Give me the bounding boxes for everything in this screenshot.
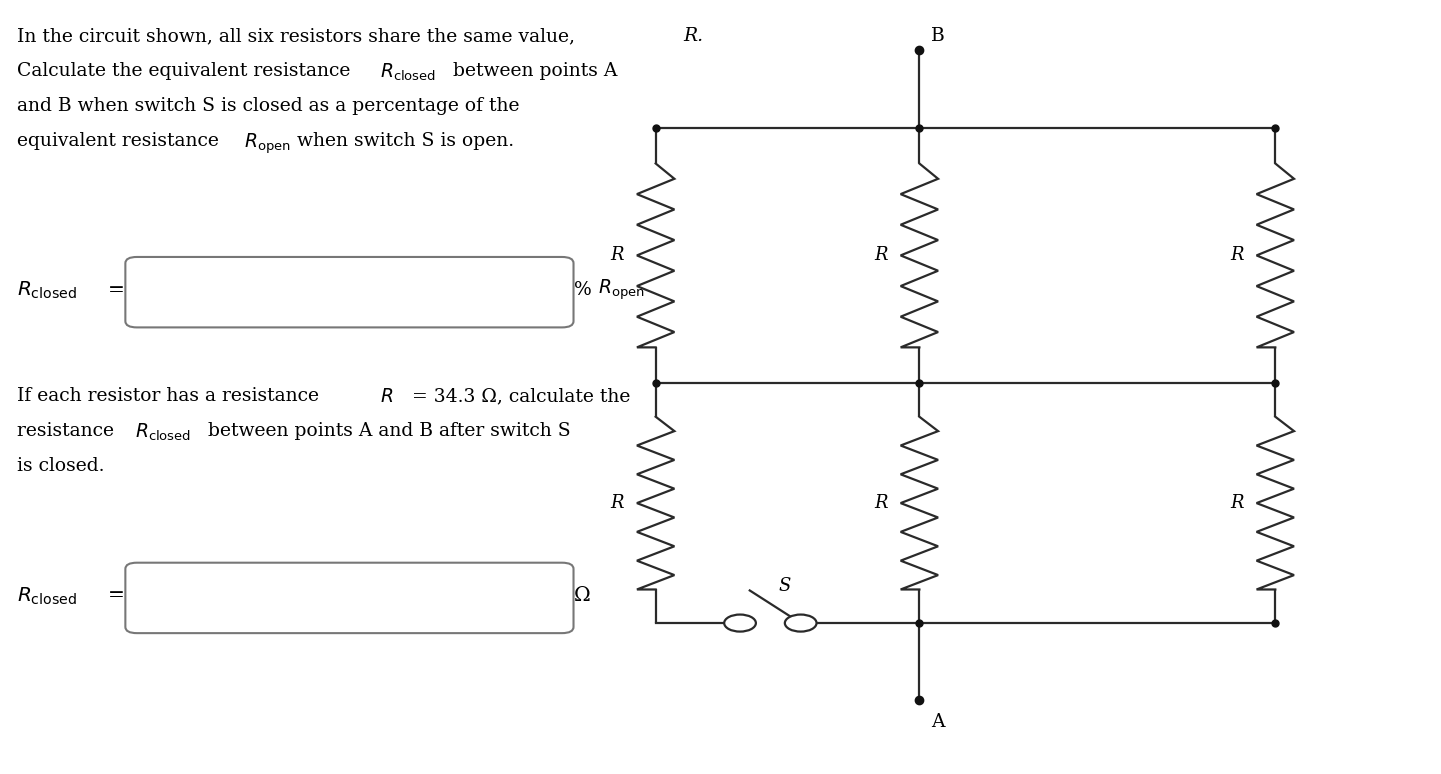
Text: R: R (875, 246, 888, 265)
Text: R: R (1231, 246, 1244, 265)
Text: = 34.3 Ω, calculate the: = 34.3 Ω, calculate the (406, 387, 631, 405)
Circle shape (785, 615, 817, 632)
Text: R: R (875, 494, 888, 512)
Text: =: = (108, 281, 125, 300)
Text: resistance: resistance (17, 422, 120, 440)
Text: %: % (574, 281, 597, 300)
Text: is closed.: is closed. (17, 457, 105, 474)
Text: $\mathit{R}_\mathregular{closed}$: $\mathit{R}_\mathregular{closed}$ (380, 62, 437, 84)
Text: $\mathit{R}_\mathregular{open}$: $\mathit{R}_\mathregular{open}$ (244, 132, 290, 156)
Text: R: R (611, 246, 624, 265)
Text: between points A: between points A (447, 62, 617, 80)
Text: $\mathit{R}_\mathregular{closed}$: $\mathit{R}_\mathregular{closed}$ (135, 422, 192, 444)
Text: A: A (931, 713, 944, 731)
Text: $\mathit{R}_\mathregular{closed}$: $\mathit{R}_\mathregular{closed}$ (17, 585, 78, 607)
Text: equivalent resistance: equivalent resistance (17, 132, 225, 149)
Text: $\mathit{R}$: $\mathit{R}$ (380, 387, 393, 406)
Text: R: R (1231, 494, 1244, 512)
Text: =: = (108, 587, 125, 605)
Text: $\mathit{R}_\mathregular{open}$: $\mathit{R}_\mathregular{open}$ (598, 278, 644, 303)
Text: In the circuit shown, all six resistors share the same value,: In the circuit shown, all six resistors … (17, 27, 581, 45)
Text: $\mathit{R}_\mathregular{closed}$: $\mathit{R}_\mathregular{closed}$ (17, 279, 78, 301)
Text: between points A and B after switch S: between points A and B after switch S (202, 422, 571, 440)
Text: Calculate the equivalent resistance: Calculate the equivalent resistance (17, 62, 357, 80)
Text: when switch S is open.: when switch S is open. (291, 132, 514, 149)
FancyBboxPatch shape (125, 563, 574, 633)
Text: R.: R. (683, 27, 703, 45)
Text: Ω: Ω (574, 587, 591, 605)
Text: and B when switch S is closed as a percentage of the: and B when switch S is closed as a perce… (17, 97, 520, 115)
FancyBboxPatch shape (125, 257, 574, 327)
Circle shape (725, 615, 757, 632)
Text: R: R (611, 494, 624, 512)
Text: B: B (931, 27, 945, 46)
Text: If each resistor has a resistance: If each resistor has a resistance (17, 387, 326, 405)
Text: S: S (778, 577, 791, 595)
